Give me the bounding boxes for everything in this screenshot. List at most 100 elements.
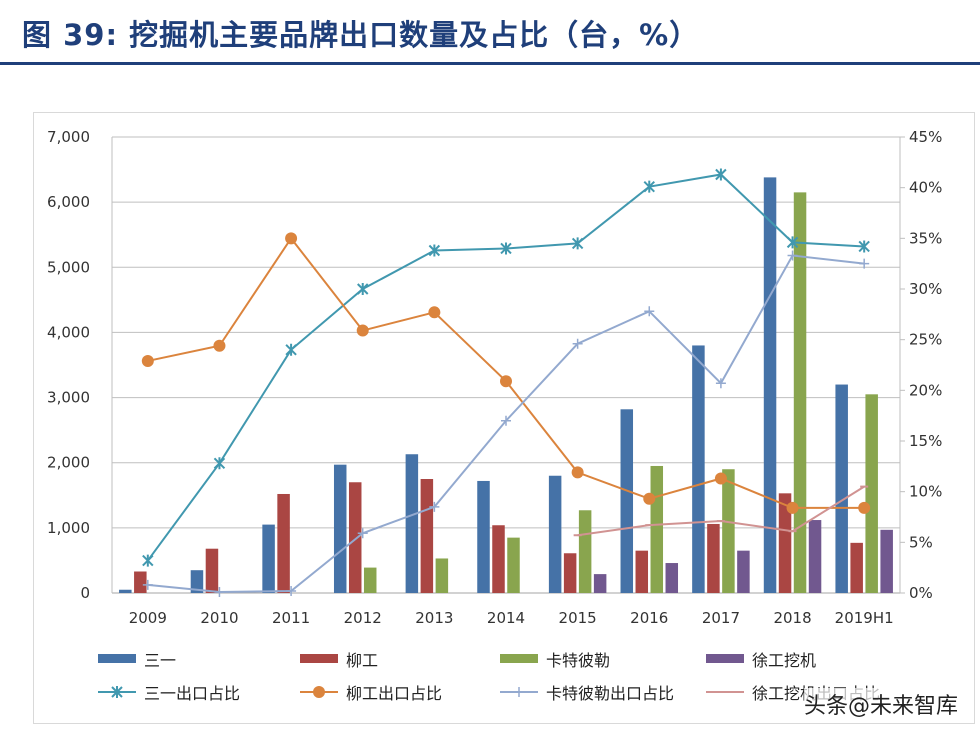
x-tick-label: 2009 [129, 609, 167, 627]
y-right-tick-label: 35% [909, 229, 942, 247]
chart-frame [33, 112, 975, 724]
bar-2 [348, 482, 362, 593]
marker-circle [643, 492, 656, 505]
line-series-1 [147, 173, 865, 562]
bar-1 [190, 570, 204, 593]
marker-circle [571, 466, 584, 479]
bar-1 [477, 480, 490, 593]
x-tick-label: 2011 [272, 609, 310, 627]
bar-2 [492, 525, 505, 593]
legend-label: 徐工挖机 [752, 651, 816, 670]
marker-asterisk [643, 180, 655, 193]
marker-circle [858, 501, 871, 514]
x-tick-label: 2012 [344, 609, 382, 627]
marker-plus [715, 378, 726, 389]
bar-2 [778, 493, 792, 593]
marker-plus [644, 306, 655, 317]
y-right-tick-label: 0% [909, 584, 933, 602]
bar-4 [737, 550, 750, 593]
legend-label: 柳工出口占比 [346, 684, 442, 703]
marker-plus [214, 586, 225, 597]
bar-3 [435, 558, 449, 593]
y-left-tick-label: 0 [80, 584, 90, 602]
marker-plus [142, 579, 153, 590]
marker-asterisk [142, 554, 154, 567]
y-right-tick-label: 10% [909, 483, 942, 501]
bar-4 [593, 574, 607, 593]
bar-1 [835, 384, 848, 593]
bar-1 [119, 589, 132, 593]
title-rule [0, 62, 980, 65]
figure-title: 图 39: 挖掘机主要品牌出口数量及占比（台，%） [22, 18, 700, 52]
bar-1 [620, 409, 634, 593]
bar-1 [405, 454, 419, 593]
marker-asterisk [571, 237, 584, 250]
bar-4 [880, 529, 893, 593]
marker-asterisk [213, 457, 226, 470]
y-right-tick-label: 5% [909, 533, 933, 551]
y-left-tick-label: 3,000 [47, 389, 90, 407]
bar-2 [134, 571, 147, 593]
bar-3 [865, 394, 878, 593]
marker-plus [286, 585, 297, 596]
y-right-tick-label: 45% [909, 128, 942, 146]
bar-3 [722, 469, 735, 593]
marker-plus [787, 250, 798, 261]
bar-2 [420, 479, 434, 593]
marker-circle [428, 306, 441, 319]
bar-3 [650, 465, 664, 593]
marker-circle [500, 375, 512, 388]
marker-plus [501, 415, 511, 426]
marker-asterisk [858, 240, 870, 253]
marker-asterisk [715, 168, 727, 181]
legend-label: 卡特彼勒 [546, 651, 610, 670]
x-tick-label: 2017 [702, 609, 740, 627]
marker-asterisk [111, 686, 123, 698]
marker-plus [429, 501, 440, 512]
bar-2 [707, 523, 720, 593]
line-series-2 [147, 236, 865, 509]
bar-1 [333, 464, 347, 593]
x-tick-label: 2018 [773, 609, 811, 627]
y-left-tick-label: 6,000 [47, 193, 90, 211]
marker-circle [285, 232, 298, 245]
legend-swatch [706, 654, 744, 663]
watermark: 头条@未来智库 [803, 688, 958, 720]
legend-swatch [500, 654, 538, 663]
bar-1 [692, 345, 705, 593]
y-left-tick-label: 7,000 [47, 128, 90, 146]
marker-circle [356, 324, 369, 337]
bar-1 [548, 475, 562, 593]
y-right-tick-label: 15% [909, 432, 942, 450]
x-tick-label: 2016 [630, 609, 668, 627]
y-right-tick-label: 40% [909, 179, 942, 197]
marker-circle [786, 501, 799, 514]
x-tick-label: 2013 [415, 609, 453, 627]
marker-plus [859, 258, 870, 269]
marker-circle [714, 472, 727, 485]
y-left-tick-label: 4,000 [47, 323, 90, 341]
marker-asterisk [786, 236, 799, 249]
bar-1 [262, 524, 275, 593]
bar-2 [850, 542, 863, 593]
marker-asterisk [357, 283, 369, 295]
bar-3 [578, 510, 592, 593]
marker-circle [313, 686, 325, 698]
bar-2 [563, 553, 577, 593]
y-right-tick-label: 30% [909, 280, 942, 298]
bar-2 [635, 550, 649, 593]
x-tick-label: 2015 [559, 609, 597, 627]
bar-2 [205, 548, 219, 593]
marker-plus [572, 338, 583, 349]
marker-asterisk [428, 244, 441, 257]
legend-swatch [300, 654, 338, 663]
y-left-tick-label: 2,000 [47, 454, 90, 472]
x-tick-label: 2019H1 [835, 609, 894, 627]
bar-2 [277, 493, 290, 593]
bar-3 [363, 567, 377, 593]
y-left-tick-label: 1,000 [47, 519, 90, 537]
marker-circle [141, 354, 154, 367]
bar-4 [665, 563, 679, 593]
legend-label: 三一出口占比 [144, 684, 240, 703]
